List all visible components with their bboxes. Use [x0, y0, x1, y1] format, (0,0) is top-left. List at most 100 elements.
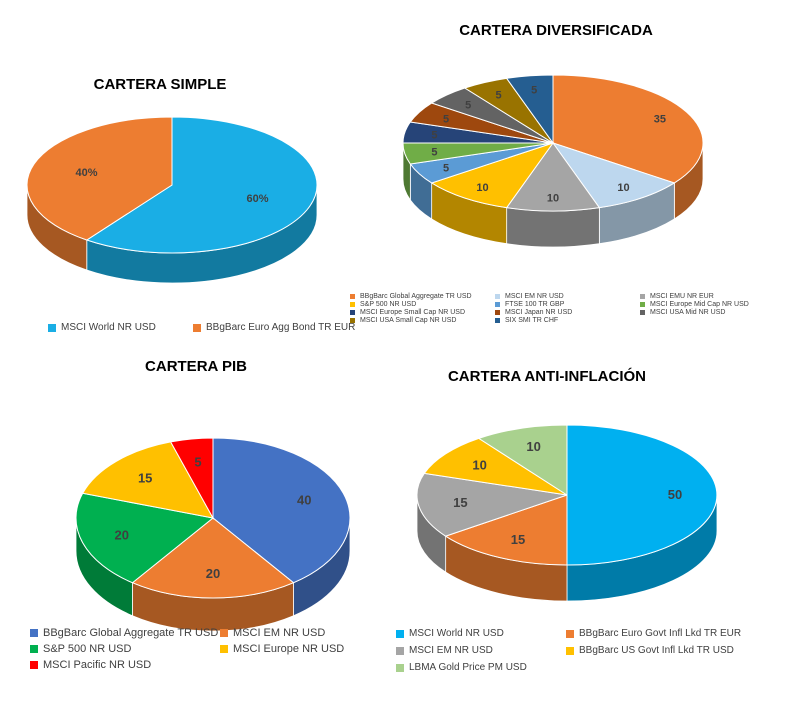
- legend-item: BBgBarc Global Aggregate TR USD: [30, 627, 220, 639]
- legend-item: MSCI Europe Small Cap NR USD: [350, 309, 495, 316]
- legend-anti-inflacion: MSCI World NR USD BBgBarc Euro Govt Infl …: [396, 628, 766, 673]
- legend-swatch: [350, 318, 355, 323]
- legend-swatch: [640, 310, 645, 315]
- legend-pib: BBgBarc Global Aggregate TR USD MSCI EM N…: [30, 627, 380, 671]
- pie-slice-msci-world-nr-usd[interactable]: [85, 116, 318, 254]
- data-label: 50: [668, 487, 682, 502]
- legend-label: MSCI World NR USD: [409, 628, 504, 639]
- data-label: 10: [526, 439, 540, 454]
- legend-label: BBgBarc Euro Govt Infl Lkd TR EUR: [579, 628, 742, 639]
- legend-label: BBgBarc US Govt Infl Lkd TR USD: [579, 645, 734, 656]
- legend-item: MSCI Japan NR USD: [495, 309, 640, 316]
- legend-label: MSCI Japan NR USD: [505, 309, 573, 316]
- legend-item: MSCI USA Small Cap NR USD: [350, 317, 495, 324]
- legend-swatch: [495, 310, 500, 315]
- pie-slice-msci-em-nr-usd[interactable]: [551, 142, 676, 209]
- pie-slice-bbgbarc-global-aggregate-tr-usd[interactable]: [552, 74, 704, 184]
- pie-slice-six-smi-tr-chf[interactable]: [505, 74, 554, 145]
- pie-slice-lbma-gold-price-pm-usd[interactable]: [477, 424, 568, 496]
- legend-label: MSCI Pacific NR USD: [43, 659, 152, 671]
- pie-slice-s-p-500-nr-usd[interactable]: [430, 142, 555, 209]
- legend-label: S&P 500 NR USD: [360, 301, 417, 308]
- data-label: 20: [206, 566, 220, 581]
- chart-title-pib: CARTERA PIB: [145, 358, 247, 375]
- pie-slice-msci-europe-nr-usd[interactable]: [81, 441, 214, 519]
- pie-slice-bbgbarc-us-govt-infl-lkd-tr-usd[interactable]: [423, 437, 568, 496]
- data-label: 60%: [246, 193, 268, 205]
- data-label: 35: [654, 113, 666, 125]
- pie-slice-bbgbarc-global-aggregate-tr-usd[interactable]: [212, 437, 351, 584]
- pie-slice-msci-emu-nr-eur[interactable]: [505, 142, 601, 212]
- data-label: 15: [511, 532, 525, 547]
- pie-slice-msci-pacific-nr-usd[interactable]: [169, 437, 214, 520]
- data-label: 40: [297, 493, 311, 508]
- legend-item: S&P 500 NR USD: [30, 643, 220, 655]
- legend-swatch: [220, 629, 228, 637]
- legend-swatch: [350, 294, 355, 299]
- legend-label: MSCI World NR USD: [61, 322, 156, 333]
- legend-swatch: [495, 294, 500, 299]
- legend-swatch: [495, 318, 500, 323]
- pie-slice-bbgbarc-euro-agg-bond-tr-eur[interactable]: [26, 116, 173, 241]
- data-label: 10: [472, 457, 486, 472]
- legend-item: LBMA Gold Price PM USD: [396, 662, 566, 673]
- legend-item: MSCI World NR USD: [48, 322, 193, 333]
- legend-label: MSCI EMU NR EUR: [650, 293, 714, 300]
- pie-slice-s-p-500-nr-usd[interactable]: [75, 492, 215, 584]
- legend-swatch: [350, 310, 355, 315]
- legend-swatch: [30, 661, 38, 669]
- legend-swatch: [495, 302, 500, 307]
- legend-label: BBgBarc Global Aggregate TR USD: [43, 627, 219, 639]
- legend-item: MSCI Pacific NR USD: [30, 659, 220, 671]
- legend-label: MSCI EM NR USD: [233, 627, 326, 639]
- data-label: 5: [531, 84, 537, 96]
- data-label: 10: [617, 182, 629, 194]
- legend-swatch: [48, 323, 56, 332]
- data-label: 15: [453, 495, 467, 510]
- data-label: 40%: [75, 167, 97, 179]
- pie-slice-msci-em-nr-usd[interactable]: [416, 472, 568, 537]
- legend-swatch: [396, 646, 404, 655]
- data-label: 10: [547, 192, 559, 204]
- legend-item: SIX SMI TR CHF: [495, 317, 640, 324]
- legend-item: BBgBarc Euro Govt Infl Lkd TR EUR: [566, 628, 766, 639]
- data-label: 5: [431, 129, 437, 141]
- chart-title-simple: CARTERA SIMPLE: [93, 76, 227, 93]
- legend-label: MSCI EM NR USD: [505, 293, 564, 300]
- data-label: 5: [431, 147, 437, 159]
- legend-swatch: [30, 645, 38, 653]
- legend-swatch: [566, 646, 574, 655]
- data-label: 5: [443, 163, 449, 175]
- data-label: 10: [476, 182, 488, 194]
- data-label: 5: [465, 100, 471, 112]
- data-label: 15: [138, 470, 152, 485]
- legend-item: MSCI USA Mid NR USD: [640, 309, 789, 316]
- data-label: 5: [194, 455, 201, 470]
- legend-item: BBgBarc Global Aggregate TR USD: [350, 293, 495, 300]
- legend-label: SIX SMI TR CHF: [505, 317, 559, 324]
- legend-item: MSCI Europe NR USD: [220, 643, 380, 655]
- legend-label: FTSE 100 TR GBP: [505, 301, 565, 308]
- legend-diversificada: BBgBarc Global Aggregate TR USD MSCI EM N…: [350, 293, 789, 324]
- legend-swatch: [220, 645, 228, 653]
- legend-label: BBgBarc Global Aggregate TR USD: [360, 293, 472, 300]
- legend-simple: MSCI World NR USD BBgBarc Euro Agg Bond T…: [48, 322, 373, 333]
- legend-item: MSCI EM NR USD: [495, 293, 640, 300]
- legend-label: S&P 500 NR USD: [43, 643, 132, 655]
- pie-slice-bbgbarc-euro-govt-infl-lkd-tr-eur[interactable]: [444, 494, 568, 566]
- pie-side-1-2: [506, 207, 600, 248]
- legend-label: LBMA Gold Price PM USD: [409, 662, 527, 673]
- chart-title-anti-inflacion: CARTERA ANTI-INFLACIÓN: [447, 368, 647, 385]
- legend-item: BBgBarc Euro Agg Bond TR EUR: [193, 322, 373, 333]
- pie-slice-msci-em-nr-usd[interactable]: [131, 517, 295, 599]
- data-label: 5: [443, 113, 449, 125]
- legend-item: S&P 500 NR USD: [350, 301, 495, 308]
- legend-swatch: [396, 663, 404, 672]
- legend-label: MSCI USA Small Cap NR USD: [360, 317, 457, 324]
- legend-item: MSCI World NR USD: [396, 628, 566, 639]
- pie-slice-msci-world-nr-usd[interactable]: [566, 424, 718, 566]
- legend-item: BBgBarc US Govt Infl Lkd TR USD: [566, 645, 766, 656]
- legend-swatch: [640, 294, 645, 299]
- legend-label: MSCI Europe Small Cap NR USD: [360, 309, 466, 316]
